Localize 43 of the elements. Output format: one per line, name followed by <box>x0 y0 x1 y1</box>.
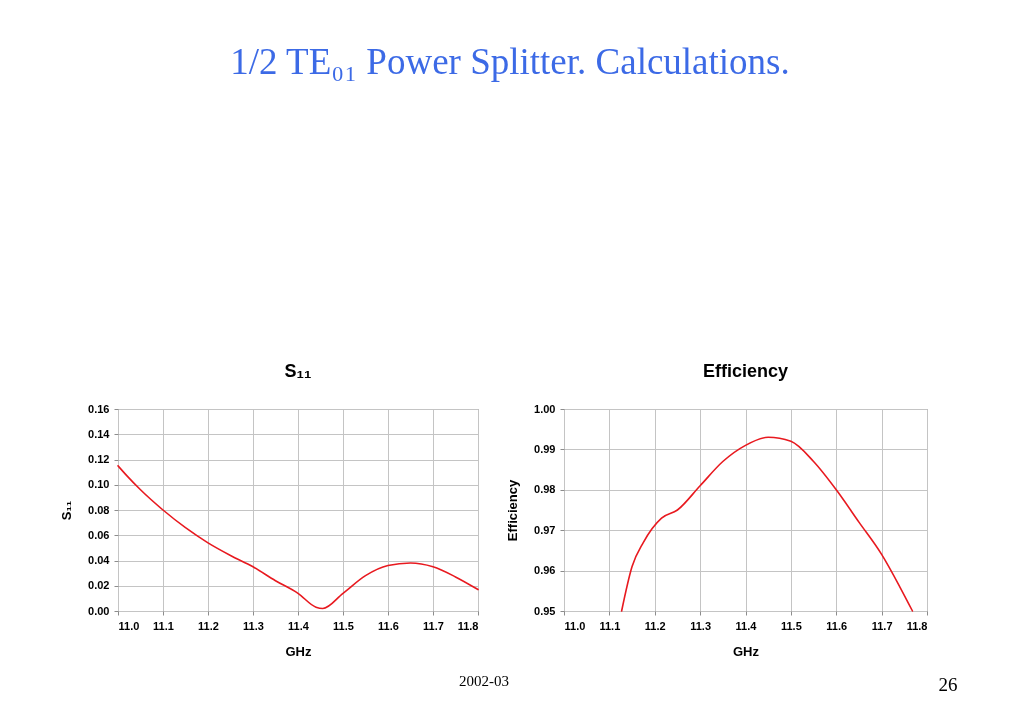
x-tick-label: 11.2 <box>198 619 219 632</box>
y-tick-label: 0.02 <box>88 579 110 592</box>
x-tick-label: 11.0 <box>118 619 140 632</box>
y-tick-label: 0.99 <box>534 442 556 455</box>
x-tick-label: 11.3 <box>690 619 712 632</box>
line-series <box>620 436 914 612</box>
y-tick-label: 0.06 <box>88 528 110 541</box>
x-tick-label: 11.6 <box>378 619 399 632</box>
y-tick-label: 1.00 <box>534 402 556 415</box>
chart-title: S₁₁ <box>284 361 312 381</box>
x-tick-label: 11.7 <box>871 619 893 632</box>
x-tick-label: 11.1 <box>153 619 174 632</box>
y-tick-label: 0.12 <box>88 453 110 465</box>
y-tick-label: 0.00 <box>88 604 110 617</box>
y-axis-title: S₁₁ <box>59 500 75 521</box>
x-tick-label: 11.6 <box>826 619 848 632</box>
x-tick-label: 11.5 <box>780 619 802 632</box>
y-tick-label: 0.95 <box>534 604 556 617</box>
text: 1/2 TE₀₁ Power Splitter. Calculations. <box>230 41 790 82</box>
x-axis-title: GHz <box>733 643 760 659</box>
y-tick-label: 0.98 <box>534 483 556 496</box>
x-tick-label: 11.4 <box>288 619 310 632</box>
text: 2002-03 <box>459 673 509 689</box>
y-tick-label: 0.10 <box>88 478 110 491</box>
x-tick-label: 11.0 <box>564 619 586 632</box>
y-tick-label: 0.16 <box>88 402 110 415</box>
text: 26 <box>938 674 958 695</box>
x-axis-title: GHz <box>285 643 312 659</box>
y-tick-label: 0.08 <box>88 503 110 516</box>
chart-title: Efficiency <box>702 361 789 381</box>
y-tick-label: 0.04 <box>88 554 111 566</box>
x-tick-label: 11.1 <box>599 619 621 632</box>
x-tick-label: 11.8 <box>906 619 928 632</box>
x-tick-label: 11.8 <box>457 619 479 632</box>
y-axis-title: Efficiency <box>505 479 521 542</box>
y-tick-label: 0.14 <box>88 427 111 440</box>
x-tick-label: 11.7 <box>423 619 444 632</box>
y-tick-label: 0.96 <box>534 564 556 577</box>
x-tick-label: 11.3 <box>243 619 264 632</box>
x-tick-label: 11.4 <box>735 619 758 632</box>
x-tick-label: 11.5 <box>333 619 354 632</box>
y-tick-label: 0.97 <box>534 523 556 536</box>
x-tick-label: 11.2 <box>644 619 666 632</box>
